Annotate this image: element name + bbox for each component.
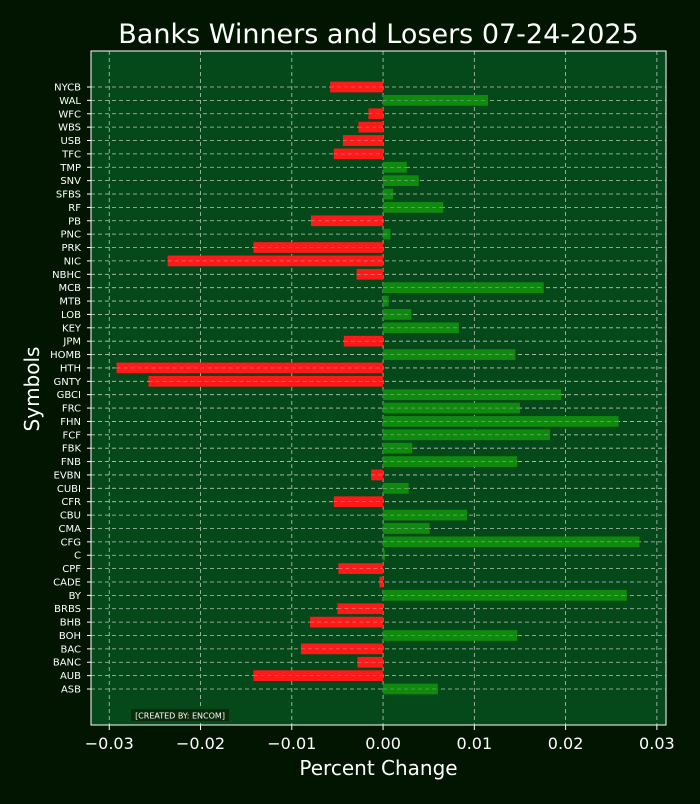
- y-tick-label: BHB: [60, 618, 81, 629]
- x-tick-label: 0.01: [457, 734, 493, 753]
- y-tick-label: C: [74, 551, 81, 562]
- y-tick-label: PRK: [61, 243, 81, 254]
- y-tick-label: TFC: [61, 149, 81, 160]
- bar-nycb: [330, 81, 384, 93]
- y-tick-label: BANC: [53, 658, 81, 669]
- y-tick-label: TMP: [59, 163, 81, 174]
- bar-fhn: [383, 416, 619, 427]
- y-tick-label: WFC: [58, 109, 81, 120]
- y-tick-label: HOMB: [50, 350, 81, 361]
- bar-fnb: [383, 456, 518, 467]
- watermark: [CREATED BY: ENCOM]: [135, 712, 225, 721]
- x-tick-label: −0.02: [176, 734, 225, 753]
- y-tick-label: CADE: [53, 577, 81, 588]
- y-tick-label: SNV: [60, 176, 81, 187]
- x-tick-label: −0.01: [267, 734, 316, 753]
- x-tick-label: −0.03: [85, 734, 134, 753]
- bar-tmp: [383, 161, 407, 173]
- y-tick-label: FRC: [62, 404, 81, 415]
- y-tick-label: BRBS: [54, 604, 81, 615]
- y-tick-label: MTB: [59, 297, 81, 308]
- y-tick-label: WBS: [58, 123, 81, 134]
- bar-banc: [357, 656, 384, 668]
- y-tick-label: CFG: [61, 537, 81, 548]
- y-tick-label: RF: [68, 203, 81, 214]
- bar-sfbs: [383, 188, 394, 200]
- y-tick-label: SFBS: [56, 190, 81, 201]
- y-tick-label: NBHC: [52, 270, 81, 281]
- y-tick-label: EVBN: [54, 470, 82, 481]
- y-tick-label: WAL: [59, 96, 81, 107]
- bar-gnty: [148, 375, 384, 387]
- y-tick-label: FNB: [61, 457, 81, 468]
- x-tick-label: 0.02: [548, 734, 584, 753]
- x-tick-label: 0.00: [365, 734, 401, 753]
- y-tick-labels: NYCB WAL WFC WBS USB TFC TMP SNV SFBS RF PB PNC PRK N…: [50, 83, 91, 696]
- y-tick-label: BAC: [60, 644, 81, 655]
- y-tick-label: PNC: [61, 230, 82, 241]
- plot-border: [90, 50, 667, 726]
- y-tick-label: CFR: [61, 497, 81, 508]
- y-tick-label: USB: [60, 136, 81, 147]
- bar-usb: [342, 135, 384, 146]
- y-tick-label: FBK: [62, 444, 82, 455]
- y-tick-label: PB: [68, 216, 81, 227]
- y-tick-label: NIC: [64, 256, 81, 267]
- y-tick-label: NYCB: [54, 83, 81, 94]
- y-tick-label: BOH: [59, 631, 81, 642]
- bar-nbhc: [356, 268, 384, 280]
- bar-asb: [383, 683, 438, 695]
- y-tick-label: MCB: [59, 283, 82, 294]
- bar-jpm: [343, 335, 384, 347]
- bar-fcf: [383, 429, 551, 441]
- bar-evbn: [371, 469, 384, 481]
- y-tick-label: BY: [69, 591, 82, 602]
- x-tick-label: 0.03: [639, 734, 675, 753]
- chart-title: Banks Winners and Losers 07-24-2025: [118, 19, 638, 50]
- y-tick-label: AUB: [60, 671, 81, 682]
- y-tick-label: KEY: [62, 323, 82, 334]
- y-tick-label: CPF: [62, 564, 81, 575]
- bar-bac: [300, 643, 384, 655]
- bar-frc: [383, 402, 520, 414]
- y-tick-label: LOB: [61, 310, 81, 321]
- y-tick-label: GNTY: [54, 377, 82, 388]
- y-tick-label: CMA: [59, 524, 82, 535]
- y-tick-label: FHN: [60, 417, 81, 428]
- x-tick-labels: −0.03 −0.02 −0.01 0.00 0.01 0.02 0.03: [85, 725, 675, 753]
- bar-cbu: [383, 509, 468, 521]
- y-tick-label: JPM: [62, 337, 81, 348]
- bar-gbci: [383, 389, 562, 401]
- y-tick-label: HTH: [60, 363, 81, 374]
- watermark-box: [131, 709, 229, 721]
- x-axis-label: Percent Change: [299, 756, 457, 780]
- bar-cubi: [383, 482, 409, 494]
- y-tick-label: GBCI: [57, 390, 81, 401]
- bar-wbs: [358, 121, 384, 133]
- y-axis-label: Symbols: [20, 347, 44, 432]
- y-tick-label: CUBI: [57, 484, 81, 495]
- y-tick-label: ASB: [61, 685, 81, 696]
- bar-boh: [383, 630, 518, 641]
- y-tick-label: CBU: [60, 511, 81, 522]
- bars: [116, 81, 640, 695]
- y-tick-label: FCF: [63, 430, 82, 441]
